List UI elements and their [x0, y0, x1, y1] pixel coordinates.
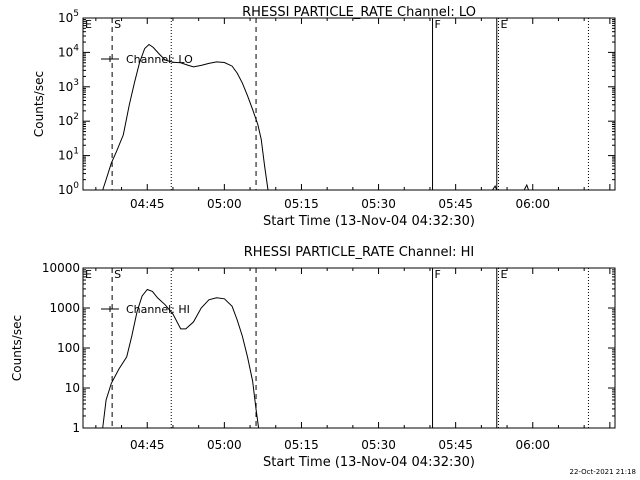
y-tick-base: 10 — [58, 114, 73, 128]
x-axis-label: Start Time (13-Nov-04 04:32:30) — [263, 455, 475, 470]
y-tick-base: 10 — [58, 11, 73, 25]
x-tick-label: 05:30 — [361, 438, 396, 452]
x-tick-label: 04:45 — [130, 197, 165, 211]
y-tick-label: 1000 — [49, 301, 80, 315]
y-tick-base: 10 — [58, 149, 73, 163]
y-tick-label: 104 — [58, 43, 79, 59]
y-tick-label: 100 — [58, 181, 79, 197]
footer-timestamp: 22-Oct-2021 21:18 — [570, 468, 636, 476]
y-tick-label: 102 — [58, 112, 79, 128]
y-tick-label: 101 — [58, 147, 79, 163]
x-tick-label: 06:00 — [515, 197, 550, 211]
series-line — [102, 43, 269, 191]
series-line — [102, 288, 260, 429]
plot-frame — [82, 17, 616, 191]
y-axis-label: Counts/sec — [10, 315, 24, 381]
event-marker-label: E — [500, 268, 507, 281]
event-marker-label: S — [114, 268, 121, 281]
plot-frame — [82, 267, 616, 429]
event-marker-label: F — [435, 18, 441, 31]
y-tick-label: 105 — [58, 9, 79, 25]
y-tick-label: 1 — [72, 421, 80, 435]
event-marker-label: F — [435, 268, 441, 281]
y-tick-base: 10 — [58, 80, 73, 94]
event-marker-label: E — [85, 18, 92, 31]
series-line — [492, 185, 498, 191]
y-tick-exponent: 1 — [73, 147, 79, 157]
legend-label: Channel: HI — [126, 303, 190, 316]
event-marker-label: S — [114, 18, 121, 31]
chart-title: RHESSI PARTICLE_RATE Channel: HI — [244, 245, 474, 260]
y-tick-label: 10000 — [42, 261, 80, 275]
x-tick-label: 05:15 — [284, 438, 319, 452]
chart-title: RHESSI PARTICLE_RATE Channel: LO — [242, 5, 476, 20]
x-tick-label: 05:30 — [361, 197, 396, 211]
x-tick-label: 04:45 — [130, 438, 165, 452]
y-axis-label: Counts/sec — [32, 71, 46, 137]
y-tick-exponent: 0 — [73, 181, 79, 191]
y-tick-base: 10 — [58, 183, 73, 197]
event-marker-label: E — [500, 18, 507, 31]
panel-lo: RHESSI PARTICLE_RATE Channel: LO E S F E 04:4… — [32, 5, 616, 229]
x-tick-label: 05:15 — [284, 197, 319, 211]
x-tick-label: 05:45 — [438, 197, 473, 211]
x-tick-label: 05:00 — [207, 438, 242, 452]
x-tick-label: 06:00 — [515, 438, 550, 452]
x-axis-label: Start Time (13-Nov-04 04:32:30) — [263, 214, 475, 229]
x-tick-label: 05:45 — [438, 438, 473, 452]
y-tick-exponent: 4 — [73, 43, 79, 53]
y-tick-label: 100 — [57, 341, 80, 355]
y-tick-exponent: 2 — [73, 112, 79, 122]
legend-label: Channel: LO — [126, 53, 193, 66]
panel-hi: RHESSI PARTICLE_RATE Channel: HI E S F E 04:4… — [10, 245, 616, 470]
y-tick-exponent: 5 — [73, 9, 79, 19]
event-marker-label: E — [85, 268, 92, 281]
y-tick-base: 10 — [58, 45, 73, 59]
series-line — [523, 183, 529, 191]
y-tick-exponent: 3 — [73, 78, 79, 88]
x-tick-label: 05:00 — [207, 197, 242, 211]
y-tick-label: 10 — [65, 381, 80, 395]
y-tick-label: 103 — [58, 78, 79, 94]
